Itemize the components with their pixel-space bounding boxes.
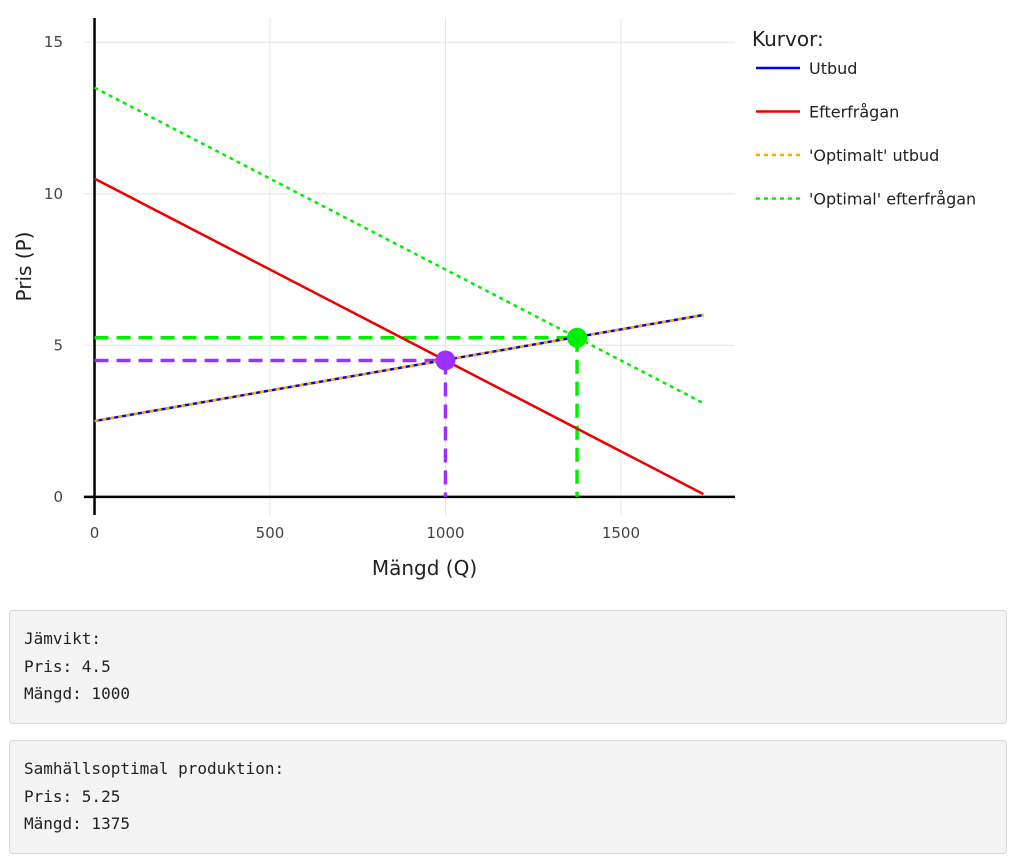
marker-point [435,350,456,371]
y-tick-label: 10 [44,185,63,203]
series-line-4 [93,86,704,405]
x-axis-title: Mängd (Q) [372,556,477,580]
chart-container: 0 500 1000 1500 0 5 10 15 Mängd (Q) Pris (P) Kurvo… [12,18,976,580]
equilibrium-price: Pris: 4.5 [24,656,111,676]
x-tick-label: 0 [90,524,100,542]
equilibrium-heading: Jämvikt: [24,629,102,648]
x-tick-label: 1000 [426,524,464,542]
y-tick-label: 15 [44,33,63,51]
x-tick-label: 500 [256,524,285,542]
legend-entry-label: Efterfrågan [809,103,899,122]
y-axis-title: Pris (P) [12,232,36,302]
series-line-2 [93,177,704,496]
optimal-quantity: Mängd: 1375 [24,814,130,833]
legend-entry-label: 'Optimal' efterfrågan [809,190,976,209]
optimal-heading: Samhällsoptimal produktion: [24,759,285,778]
x-tick-label: 1500 [602,524,640,542]
marker-point [567,327,588,348]
optimal-price: Pris: 5.25 [24,786,121,806]
legend-entry-label: Utbud [809,59,857,78]
legend-entry-label: 'Optimalt' utbud [809,146,939,165]
legend-title: Kurvor: [752,27,824,51]
equilibrium-quantity: Mängd: 1000 [24,684,130,703]
equilibrium-info-box: Jämvikt: Pris: 4.5 Mängd: 1000 [9,610,1007,724]
series-line-1 [94,313,704,423]
optimal-info-box: Samhällsoptimal produktion: Pris: 5.25 M… [9,740,1007,854]
y-tick-label: 0 [53,488,63,506]
supply-demand-chart: 0 500 1000 1500 0 5 10 15 Mängd (Q) Pris (P) Kurvo… [12,18,976,580]
series-line-3 [94,313,704,423]
y-tick-label: 5 [53,336,63,354]
